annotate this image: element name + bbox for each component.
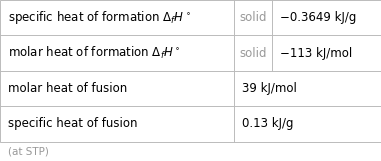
Text: solid: solid bbox=[240, 47, 267, 60]
Text: specific heat of formation $\Delta_f H^\circ$: specific heat of formation $\Delta_f H^\… bbox=[8, 9, 190, 26]
Text: specific heat of fusion: specific heat of fusion bbox=[8, 118, 137, 130]
Text: −113 kJ/mol: −113 kJ/mol bbox=[280, 47, 352, 60]
Text: 0.13 kJ/g: 0.13 kJ/g bbox=[242, 118, 293, 130]
Bar bbox=[0, 0, 381, 142]
Text: (at STP): (at STP) bbox=[8, 146, 48, 156]
Text: molar heat of formation $\Delta_f H^\circ$: molar heat of formation $\Delta_f H^\cir… bbox=[8, 45, 180, 61]
Text: 39 kJ/mol: 39 kJ/mol bbox=[242, 82, 297, 95]
Text: solid: solid bbox=[240, 11, 267, 24]
Text: −0.3649 kJ/g: −0.3649 kJ/g bbox=[280, 11, 356, 24]
Text: molar heat of fusion: molar heat of fusion bbox=[8, 82, 127, 95]
